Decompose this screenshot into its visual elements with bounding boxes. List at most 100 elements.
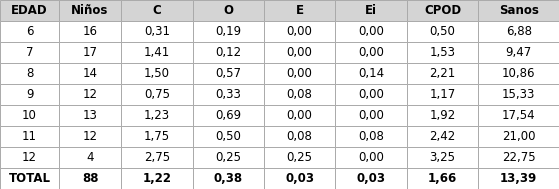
Bar bbox=[407, 0, 479, 21]
Bar bbox=[335, 168, 407, 189]
Text: 0,00: 0,00 bbox=[358, 88, 384, 101]
Bar bbox=[192, 21, 264, 42]
Text: 1,53: 1,53 bbox=[429, 46, 456, 59]
Bar bbox=[335, 21, 407, 42]
Text: 8: 8 bbox=[26, 67, 33, 80]
Bar bbox=[407, 63, 479, 84]
Text: 1,41: 1,41 bbox=[144, 46, 170, 59]
Bar bbox=[59, 63, 121, 84]
Text: 1,22: 1,22 bbox=[143, 172, 171, 185]
Bar bbox=[192, 84, 264, 105]
Bar bbox=[0, 84, 59, 105]
Text: 4: 4 bbox=[86, 151, 94, 164]
Bar bbox=[264, 147, 335, 168]
Bar bbox=[335, 126, 407, 147]
Bar bbox=[121, 21, 192, 42]
Bar bbox=[479, 168, 559, 189]
Text: 1,66: 1,66 bbox=[428, 172, 457, 185]
Bar bbox=[59, 21, 121, 42]
Text: 0,31: 0,31 bbox=[144, 25, 170, 38]
Bar bbox=[479, 42, 559, 63]
Text: 0,00: 0,00 bbox=[287, 25, 312, 38]
Text: Sanos: Sanos bbox=[499, 4, 538, 17]
Text: 0,00: 0,00 bbox=[287, 46, 312, 59]
Bar bbox=[264, 105, 335, 126]
Text: 13,39: 13,39 bbox=[500, 172, 537, 185]
Bar bbox=[0, 147, 59, 168]
Text: C: C bbox=[153, 4, 161, 17]
Bar bbox=[407, 168, 479, 189]
Bar bbox=[335, 0, 407, 21]
Bar bbox=[407, 84, 479, 105]
Bar bbox=[192, 147, 264, 168]
Text: 10: 10 bbox=[22, 109, 37, 122]
Text: 0,25: 0,25 bbox=[287, 151, 312, 164]
Text: 0,69: 0,69 bbox=[215, 109, 241, 122]
Bar bbox=[192, 105, 264, 126]
Bar bbox=[0, 21, 59, 42]
Text: Ei: Ei bbox=[365, 4, 377, 17]
Text: 0,03: 0,03 bbox=[357, 172, 386, 185]
Bar bbox=[479, 0, 559, 21]
Bar bbox=[59, 84, 121, 105]
Text: 1,92: 1,92 bbox=[429, 109, 456, 122]
Text: 0,00: 0,00 bbox=[358, 109, 384, 122]
Text: 1,23: 1,23 bbox=[144, 109, 170, 122]
Text: 22,75: 22,75 bbox=[502, 151, 536, 164]
Bar bbox=[0, 63, 59, 84]
Bar bbox=[479, 84, 559, 105]
Text: 0,12: 0,12 bbox=[215, 46, 241, 59]
Text: 9,47: 9,47 bbox=[505, 46, 532, 59]
Bar bbox=[479, 105, 559, 126]
Text: 0,38: 0,38 bbox=[214, 172, 243, 185]
Bar bbox=[192, 0, 264, 21]
Text: E: E bbox=[296, 4, 304, 17]
Bar bbox=[121, 105, 192, 126]
Text: 11: 11 bbox=[22, 130, 37, 143]
Text: 0,25: 0,25 bbox=[215, 151, 241, 164]
Bar bbox=[0, 126, 59, 147]
Text: O: O bbox=[223, 4, 233, 17]
Text: 17: 17 bbox=[83, 46, 98, 59]
Text: 10,86: 10,86 bbox=[502, 67, 536, 80]
Text: 0,50: 0,50 bbox=[215, 130, 241, 143]
Bar bbox=[264, 63, 335, 84]
Text: 12: 12 bbox=[83, 88, 98, 101]
Bar bbox=[121, 84, 192, 105]
Bar bbox=[59, 147, 121, 168]
Bar bbox=[407, 126, 479, 147]
Bar bbox=[59, 0, 121, 21]
Bar bbox=[0, 42, 59, 63]
Bar bbox=[192, 42, 264, 63]
Text: 2,75: 2,75 bbox=[144, 151, 170, 164]
Text: 12: 12 bbox=[83, 130, 98, 143]
Text: 1,75: 1,75 bbox=[144, 130, 170, 143]
Bar bbox=[479, 21, 559, 42]
Text: 0,08: 0,08 bbox=[287, 130, 312, 143]
Text: 13: 13 bbox=[83, 109, 97, 122]
Text: 0,50: 0,50 bbox=[430, 25, 456, 38]
Bar bbox=[264, 84, 335, 105]
Bar bbox=[407, 147, 479, 168]
Bar bbox=[0, 105, 59, 126]
Bar bbox=[479, 63, 559, 84]
Bar bbox=[121, 42, 192, 63]
Text: 0,08: 0,08 bbox=[358, 130, 384, 143]
Text: 14: 14 bbox=[83, 67, 98, 80]
Bar bbox=[0, 168, 59, 189]
Text: Niños: Niños bbox=[72, 4, 109, 17]
Bar bbox=[192, 168, 264, 189]
Text: 21,00: 21,00 bbox=[502, 130, 536, 143]
Bar bbox=[479, 147, 559, 168]
Bar bbox=[407, 42, 479, 63]
Bar bbox=[407, 21, 479, 42]
Bar bbox=[335, 84, 407, 105]
Text: EDAD: EDAD bbox=[11, 4, 48, 17]
Text: 1,50: 1,50 bbox=[144, 67, 170, 80]
Bar bbox=[264, 21, 335, 42]
Text: 6: 6 bbox=[26, 25, 33, 38]
Text: 15,33: 15,33 bbox=[502, 88, 536, 101]
Bar bbox=[264, 126, 335, 147]
Bar bbox=[121, 126, 192, 147]
Text: 0,75: 0,75 bbox=[144, 88, 170, 101]
